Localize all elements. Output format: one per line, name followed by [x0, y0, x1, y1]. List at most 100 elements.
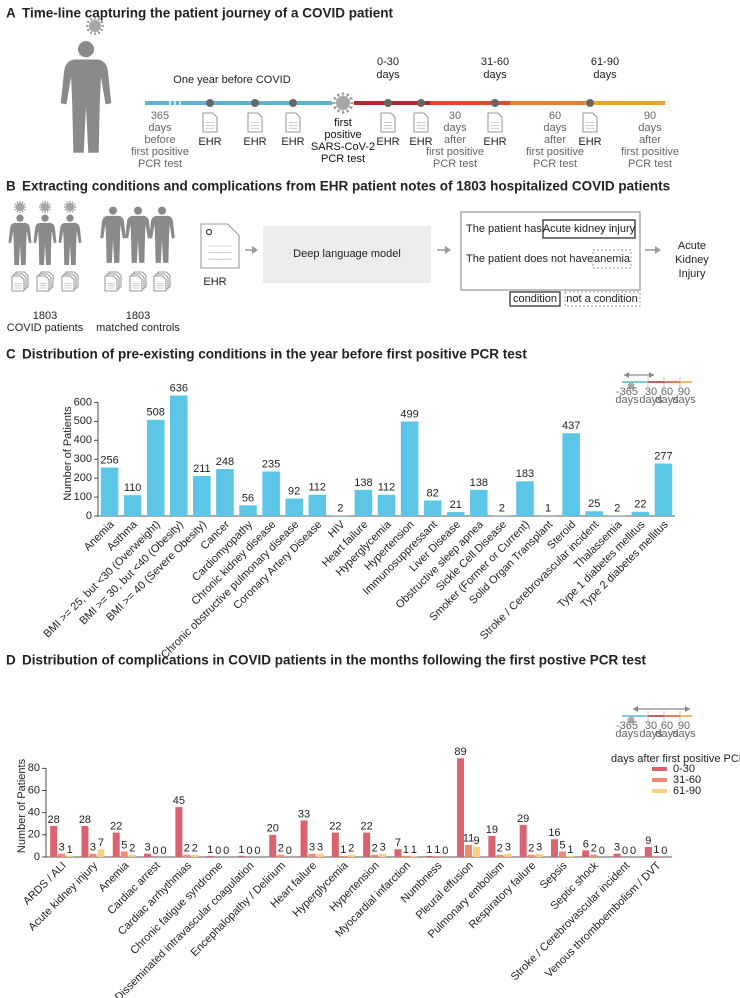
virus-spike-tip [73, 208, 76, 211]
data-label: 2 [129, 843, 135, 855]
virus-spike-tip [71, 210, 74, 213]
model-box [263, 226, 431, 283]
data-label: 33 [298, 808, 310, 820]
arrow-head [655, 246, 661, 254]
data-label: 2 [528, 843, 534, 855]
virus-spike-tip [332, 101, 335, 105]
person-body [100, 215, 126, 263]
ehr-label: EHR [198, 136, 221, 148]
data-label: 3 [90, 842, 96, 854]
panel-title: Distribution of complications in COVID p… [22, 653, 647, 668]
virus-spike-tip [38, 206, 41, 208]
legend-swatch [652, 789, 667, 793]
milestone-label: days [443, 122, 467, 134]
virus-spike-tip [69, 200, 71, 203]
milestone-label: days [543, 122, 567, 134]
virus-spike-tip [85, 24, 88, 28]
data-label: 22 [110, 821, 122, 833]
data-label: 0 [246, 845, 252, 857]
virus-spike-tip [630, 382, 632, 384]
bar [550, 839, 558, 857]
person-body [149, 215, 175, 263]
data-label: 28 [79, 814, 91, 826]
virus-spike-tip [44, 200, 46, 203]
bar [347, 854, 355, 857]
virus-spike-tip [93, 33, 97, 36]
bar [50, 825, 58, 857]
virus-spike-tip [632, 382, 634, 384]
virus-spike-tip [63, 206, 66, 208]
inset-label: 30 [645, 720, 657, 732]
person-icon [8, 214, 32, 265]
data-label: 92 [288, 485, 300, 497]
data-label: 3 [505, 842, 511, 854]
bar [631, 511, 650, 516]
person-head [41, 214, 49, 222]
virus-spike-tip [627, 719, 629, 721]
ehr-dot [491, 99, 499, 107]
bar [285, 498, 303, 516]
bar [457, 758, 465, 857]
bar [371, 854, 379, 857]
bar [300, 820, 308, 857]
milestone-label: before [144, 134, 175, 146]
data-label: 5 [559, 839, 565, 851]
bar [144, 853, 152, 857]
panel-label: C [6, 347, 16, 362]
bar [423, 500, 442, 516]
milestone-label: positive [324, 129, 361, 141]
virus-icon [13, 200, 27, 214]
virus-icon [85, 16, 105, 36]
data-label: 7 [395, 837, 401, 849]
ehr-dot [289, 99, 297, 107]
virus-spike-tip [627, 385, 629, 387]
y-axis-label: Number of Patients [62, 406, 74, 501]
bar [277, 854, 285, 857]
virus-spike-tip [16, 201, 19, 204]
virus-spike-tip [632, 722, 634, 724]
virus-spike-tip [627, 383, 629, 385]
virus-spike-tip [633, 721, 635, 723]
bar [339, 855, 347, 857]
data-label: 277 [654, 450, 672, 462]
milestone-label: 30 [449, 110, 461, 122]
sentence: The patient does not have [466, 253, 593, 265]
person-icon [100, 206, 126, 263]
bar [191, 854, 199, 857]
cohort-label: COVID patients [7, 322, 84, 334]
data-label: 22 [329, 821, 341, 833]
bar [394, 849, 402, 857]
data-label: 2 [497, 843, 503, 855]
data-label: 1 [403, 844, 409, 856]
virus-spike-tip [41, 201, 44, 204]
person-icon [33, 214, 57, 265]
condition-example: Acute kidney injury [543, 223, 636, 235]
bar [402, 855, 410, 857]
arrow-head [252, 246, 258, 254]
virus-icon [38, 200, 52, 214]
virus-spike-tip [341, 92, 345, 95]
virus-spike-tip [44, 211, 46, 214]
inset-label: days [655, 728, 679, 740]
ehr-dot [251, 99, 259, 107]
y-axis-label: Number of Patients [16, 758, 28, 853]
virus-spike-tip [24, 206, 27, 208]
data-label: 7 [98, 837, 104, 849]
bar [562, 433, 580, 516]
bar [566, 855, 574, 857]
person-body [8, 222, 32, 265]
bar [183, 854, 191, 857]
bar [58, 853, 66, 857]
data-label: 2 [192, 843, 198, 855]
data-label: 82 [427, 487, 439, 499]
bar [269, 834, 277, 857]
bar [216, 469, 234, 516]
data-label: 1 [67, 844, 73, 856]
data-label: 6 [583, 838, 589, 850]
milestone-label: 60 [549, 110, 561, 122]
virus-spike-tip [102, 24, 105, 28]
virus-spike-tip [21, 201, 24, 204]
data-label: 1 [238, 844, 244, 856]
inset-label: days [615, 394, 639, 406]
y-tick-label: 80 [28, 762, 40, 774]
